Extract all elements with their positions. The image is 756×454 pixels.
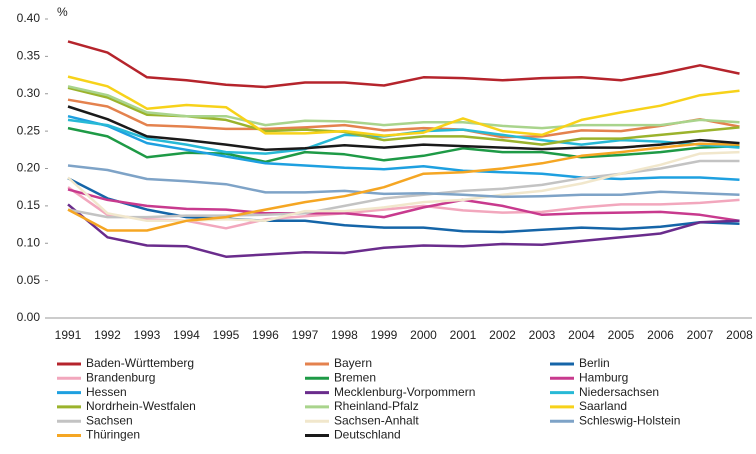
legend-label: Sachsen-Anhalt	[334, 413, 419, 427]
series-line	[67, 126, 740, 164]
legend-label: Deutschland	[334, 428, 401, 442]
x-tick-label: 1993	[134, 328, 161, 342]
x-tick-label: 2006	[647, 328, 674, 342]
series-line	[67, 85, 740, 130]
series-line	[67, 142, 740, 232]
x-tick-label: 1996	[252, 328, 279, 342]
y-tick-label: 0.35	[17, 49, 41, 63]
series-line	[67, 188, 740, 223]
y-axis-unit: %	[57, 5, 68, 19]
x-tick-label: 2001	[450, 328, 477, 342]
series-line	[67, 150, 740, 223]
y-tick-label: 0.10	[17, 235, 41, 249]
x-tick-label: 2007	[687, 328, 714, 342]
y-tick-label: 0.20	[17, 161, 41, 175]
series-line	[67, 86, 740, 146]
y-tick-label: 0.30	[17, 86, 41, 100]
x-tick-label: 2004	[568, 328, 595, 342]
legend-label: Rheinland-Pfalz	[334, 399, 419, 413]
x-tick-label: 2005	[608, 328, 635, 342]
series-line	[67, 75, 740, 137]
y-tick-label: 0.00	[17, 310, 41, 324]
x-tick-label: 1995	[213, 328, 240, 342]
x-tick-label: 1999	[371, 328, 398, 342]
x-tick-label: 2002	[489, 328, 516, 342]
legend-label: Hessen	[86, 385, 127, 399]
legend-label: Bayern	[334, 356, 372, 370]
x-tick-label: 2000	[410, 328, 437, 342]
legend-label: Bremen	[334, 370, 376, 384]
legend-label: Thüringen	[86, 428, 140, 442]
x-tick-label: 2008	[726, 328, 753, 342]
legend-label: Berlin	[579, 356, 610, 370]
x-tick-label: 1992	[94, 328, 121, 342]
legend-label: Niedersachsen	[579, 385, 659, 399]
legend-label: Brandenburg	[86, 370, 155, 384]
y-tick-label: 0.15	[17, 198, 41, 212]
series-line	[67, 164, 740, 199]
y-tick-label: 0.40	[17, 11, 41, 25]
series-line	[67, 98, 740, 139]
series-line	[67, 105, 740, 152]
series-line	[67, 203, 740, 258]
legend-label: Sachsen	[86, 413, 133, 427]
x-tick-label: 1997	[292, 328, 319, 342]
legend-label: Baden-Württemberg	[86, 356, 194, 370]
x-tick-label: 1998	[331, 328, 358, 342]
legend-label: Mecklenburg-Vorpommern	[334, 385, 475, 399]
series-line	[67, 40, 740, 89]
x-tick-label: 1994	[173, 328, 200, 342]
legend-label: Schleswig-Holstein	[579, 413, 680, 427]
x-tick-label: 1991	[55, 328, 82, 342]
legend-label: Nordrhein-Westfalen	[86, 399, 196, 413]
y-tick-label: 0.05	[17, 273, 41, 287]
series-line	[67, 114, 740, 181]
x-tick-label: 2003	[529, 328, 556, 342]
legend-label: Hamburg	[579, 370, 628, 384]
y-tick-label: 0.25	[17, 123, 41, 137]
legend-label: Saarland	[579, 399, 627, 413]
